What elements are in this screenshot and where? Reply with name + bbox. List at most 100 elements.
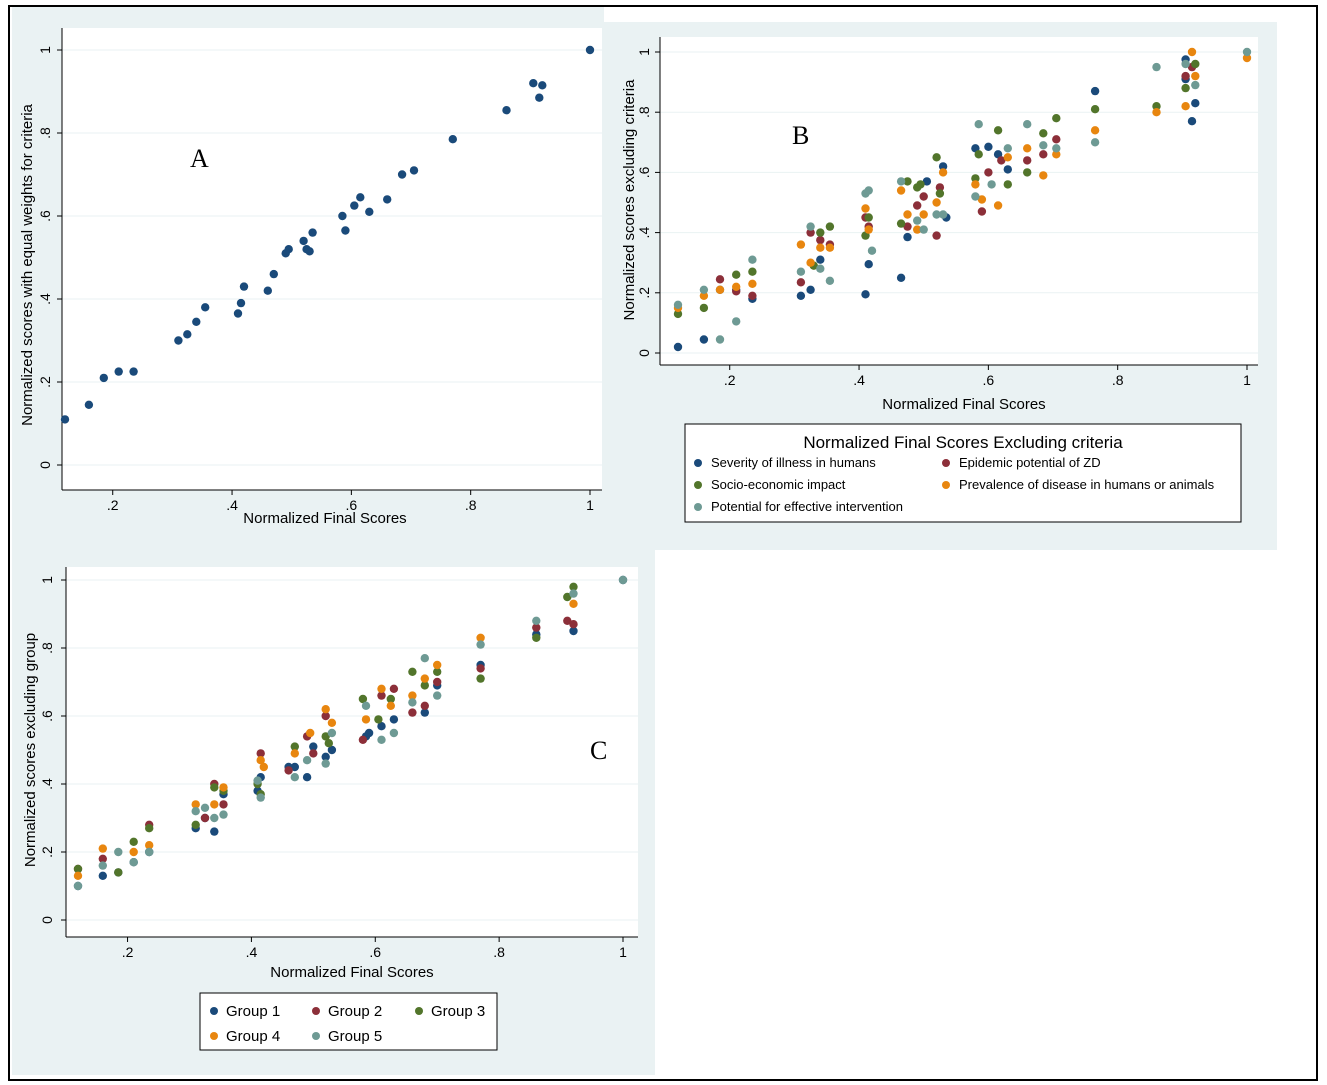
data-point-b-s1: [922, 177, 932, 186]
data-point-b-s5: [816, 264, 825, 273]
data-point-b-s5: [796, 267, 806, 276]
data-point-a-s1: [174, 336, 183, 345]
data-point-b-s5: [732, 317, 741, 326]
data-point-b-s3: [825, 222, 835, 231]
data-point-b-s2: [1039, 150, 1048, 159]
data-point-b-s4: [971, 180, 980, 189]
y-tick-label: .6: [636, 166, 652, 178]
data-point-c-s5: [361, 701, 371, 710]
data-point-c-s1: [569, 626, 578, 636]
data-point-c-s3: [321, 732, 330, 741]
data-point-c-s5: [302, 756, 312, 765]
y-tick-label: 0: [37, 461, 53, 469]
data-point-b-s1: [1003, 165, 1012, 174]
data-point-b-s4: [938, 168, 948, 177]
x-tick-label: 1: [586, 497, 594, 513]
x-tick-label: .4: [246, 944, 258, 960]
data-point-a-s1: [341, 226, 350, 235]
data-point-b-s4: [903, 210, 912, 219]
data-point-c-s5: [98, 861, 108, 870]
data-point-a-s1: [350, 201, 359, 210]
data-point-c-s3: [129, 837, 138, 846]
data-point-b-s2: [903, 222, 912, 231]
panel-a: 0 .2 .4 .6 .8 1 .2 .4 .6 .8 1 Normalized Final Sco…: [12, 7, 604, 550]
data-point-c-s3: [569, 582, 578, 591]
data-point-b-s2: [919, 192, 928, 201]
data-point-a-s1: [236, 298, 246, 308]
data-point-b-s1: [806, 285, 815, 294]
data-point-b-s4: [1023, 144, 1032, 153]
data-point-b-s1: [938, 162, 948, 171]
data-point-a-s1: [356, 193, 365, 202]
y-tick-label: .6: [39, 710, 55, 722]
data-point-c-s3: [73, 864, 83, 874]
data-point-b-s2: [1052, 135, 1061, 144]
data-point-c-s4: [408, 691, 417, 700]
data-point-a-s1: [365, 207, 374, 216]
data-point-b-s5: [919, 225, 928, 234]
data-point-b-s5: [932, 210, 941, 219]
data-point-b-s5: [1023, 120, 1032, 129]
data-point-b-s1: [816, 255, 825, 264]
data-point-c-s4: [306, 728, 315, 738]
data-point-c-s5: [256, 793, 265, 802]
data-point-c-s5: [200, 803, 210, 812]
data-point-c-s5: [569, 589, 578, 598]
legend-marker: [942, 481, 950, 489]
x-tick-label: .8: [465, 497, 477, 513]
data-point-b-s5: [1181, 59, 1190, 69]
data-point-a-s1: [535, 93, 544, 102]
data-point-b-s4: [913, 225, 922, 234]
data-point-c-s3: [563, 592, 572, 602]
data-point-b-s4: [732, 282, 741, 291]
data-point-c-s2: [420, 701, 429, 710]
y-tick-label: 1: [37, 46, 53, 54]
legend-marker: [210, 1032, 218, 1040]
legend-marker: [942, 459, 950, 467]
data-point-b-s4: [816, 243, 825, 252]
data-point-b-s3: [896, 219, 906, 228]
data-point-b-s3: [1003, 180, 1012, 189]
data-point-c-s3: [386, 694, 395, 704]
data-point-b-s2: [816, 235, 825, 245]
y-tick-label: .2: [37, 376, 53, 388]
data-point-b-s3: [971, 174, 980, 183]
data-point-b-s4: [715, 285, 725, 294]
y-tick-label: 0: [636, 349, 652, 357]
data-point-b-s2: [932, 231, 941, 240]
data-point-c-s4: [219, 783, 228, 792]
data-point-a-s1: [269, 269, 278, 279]
data-point-c-s5: [408, 698, 417, 707]
data-point-c-s1: [364, 728, 374, 738]
data-point-b-s4: [1152, 108, 1161, 117]
data-point-c-s5: [321, 759, 330, 768]
data-point-b-s4: [796, 240, 806, 249]
y-tick-label: 1: [636, 48, 652, 56]
data-point-a-s1: [129, 367, 138, 376]
data-point-b-s4: [977, 195, 987, 204]
y-tick-label: .6: [37, 210, 53, 222]
data-point-c-s4: [476, 633, 485, 642]
data-point-b-s4: [699, 291, 709, 300]
data-point-b-s4: [1191, 71, 1200, 81]
legend-b: Normalized Final Scores Excluding criter…: [684, 423, 1242, 523]
data-point-b-s2: [796, 278, 806, 287]
x-axis-title-b: Normalized Final Scores: [882, 396, 1045, 413]
data-point-b-s5: [896, 177, 906, 186]
data-point-c-s4: [386, 701, 395, 710]
data-point-a-s1: [233, 309, 243, 318]
data-point-c-s4: [259, 762, 268, 772]
data-point-b-s4: [825, 243, 835, 252]
legend-c: Group 1 Group 2 Group 3 Group 4 Group 5: [199, 992, 498, 1051]
data-point-c-s5: [210, 813, 219, 823]
data-point-b-s3: [864, 213, 873, 222]
data-point-c-s3: [358, 694, 368, 704]
x-tick-label: .2: [107, 497, 119, 513]
y-axis-title-a: Normalized scores with equal weights for…: [19, 103, 36, 425]
data-point-c-s5: [129, 858, 138, 867]
data-point-c-s1: [420, 708, 429, 717]
data-point-b-s4: [1039, 171, 1048, 180]
data-point-b-s5: [806, 222, 815, 231]
data-point-b-s1: [1090, 86, 1100, 96]
data-point-c-s3: [191, 820, 200, 829]
